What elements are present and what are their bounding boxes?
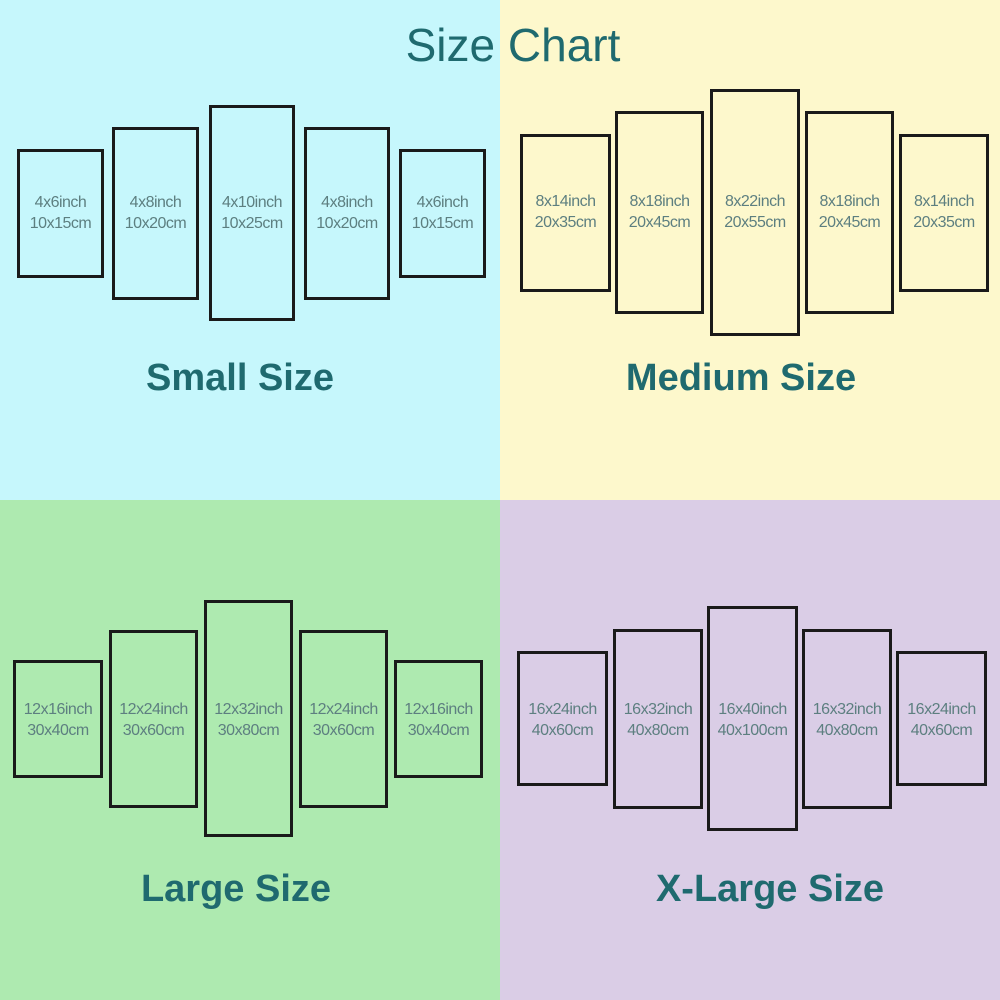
panel-size-cm: 20x55cm [724, 214, 786, 231]
canvas-panel: 8x18inch 20x45cm [805, 111, 894, 314]
canvas-panel: 16x32inch 40x80cm [613, 629, 703, 809]
panel-size-inch: 8x14inch [535, 193, 596, 210]
panel-size-inch: 4x6inch [34, 194, 87, 211]
size-label-xlarge: X-Large Size [655, 868, 885, 910]
panel-size-inch: 16x32inch [812, 701, 882, 718]
canvas-panel: 12x32inch 30x80cm [204, 600, 293, 837]
panel-size-inch: 16x24inch [907, 701, 976, 718]
panel-size-inch: 16x24inch [528, 701, 597, 718]
canvas-panel: 8x22inch 20x55cm [710, 89, 800, 336]
canvas-panel: 8x14inch 20x35cm [899, 134, 989, 292]
chart-title: Size Chart [405, 19, 621, 71]
panel-size-inch: 12x32inch [214, 701, 283, 718]
size-label-large: Large Size [140, 868, 332, 910]
panel-size-inch: 4x8inch [321, 194, 373, 211]
quadrant-medium: 8x14inch 20x35cm 8x18inch 20x45cm 8x22inch 20… [500, 0, 1000, 500]
panel-size-inch: 12x16inch [23, 701, 93, 718]
canvas-panel: 4x8inch 10x20cm [304, 127, 390, 300]
canvas-panel: 12x16inch 30x40cm [394, 660, 483, 778]
panel-size-inch: 4x8inch [129, 194, 182, 211]
panel-size-inch: 8x18inch [819, 193, 880, 210]
canvas-panel: 16x24inch 40x60cm [896, 651, 987, 786]
panel-size-cm: 40x60cm [531, 722, 594, 739]
quadrant-large: 12x16inch 30x40cm 12x24inch 30x60cm 12x32inc… [0, 500, 500, 1000]
panel-size-cm: 40x60cm [910, 722, 973, 739]
panel-size-inch: 12x24inch [119, 701, 188, 718]
panel-size-cm: 10x20cm [316, 215, 378, 232]
quadrant-xlarge: 16x24inch 40x60cm 16x32inch 40x80cm 16x40inc… [500, 500, 1000, 1000]
panel-size-cm: 40x80cm [627, 722, 689, 739]
canvas-panel: 4x10inch 10x25cm [209, 105, 295, 321]
panel-size-inch: 8x18inch [629, 193, 690, 210]
panel-size-inch: 12x16inch [404, 701, 473, 718]
panel-size-cm: 30x40cm [407, 722, 470, 739]
panel-size-cm: 20x45cm [818, 214, 881, 231]
size-label-medium: Medium Size [625, 357, 857, 399]
panel-size-cm: 30x60cm [312, 722, 375, 739]
panel-size-inch: 8x22inch [724, 193, 786, 210]
panel-size-cm: 20x45cm [628, 214, 691, 231]
panel-size-cm: 30x60cm [122, 722, 185, 739]
size-label-small: Small Size [146, 357, 334, 399]
panel-size-cm: 40x80cm [816, 722, 878, 739]
quadrant-small: 4x6inch 10x15cm 4x8inch 10x20cm 4x10inch 10x2… [0, 0, 500, 500]
canvas-panel: 12x24inch 30x60cm [299, 630, 388, 808]
panel-size-inch: 16x40inch [718, 701, 787, 718]
panel-size-cm: 20x35cm [913, 214, 975, 231]
canvas-panel: 12x16inch 30x40cm [13, 660, 103, 778]
panel-size-inch: 16x32inch [623, 701, 693, 718]
panel-size-cm: 30x80cm [217, 722, 280, 739]
canvas-panel: 16x40inch 40x100cm [707, 606, 798, 831]
canvas-panel: 12x24inch 30x60cm [109, 630, 198, 808]
panel-size-cm: 10x15cm [411, 215, 474, 232]
canvas-panel: 16x32inch 40x80cm [802, 629, 892, 809]
panel-size-inch: 4x10inch [221, 194, 283, 211]
canvas-panel: 8x18inch 20x45cm [615, 111, 704, 314]
panel-size-cm: 10x15cm [29, 215, 92, 232]
panel-size-inch: 4x6inch [416, 194, 469, 211]
panel-size-cm: 10x25cm [221, 215, 283, 232]
panel-size-cm: 30x40cm [27, 722, 89, 739]
canvas-panel: 16x24inch 40x60cm [517, 651, 608, 786]
canvas-panel: 4x8inch 10x20cm [112, 127, 199, 300]
panel-size-inch: 12x24inch [309, 701, 378, 718]
panel-size-cm: 10x20cm [124, 215, 187, 232]
panel-size-cm: 20x35cm [534, 214, 597, 231]
canvas-panel: 4x6inch 10x15cm [399, 149, 486, 278]
panel-size-inch: 8x14inch [913, 193, 975, 210]
canvas-panel: 8x14inch 20x35cm [520, 134, 611, 292]
canvas-panel: 4x6inch 10x15cm [17, 149, 104, 278]
panel-size-cm: 40x100cm [717, 722, 788, 739]
